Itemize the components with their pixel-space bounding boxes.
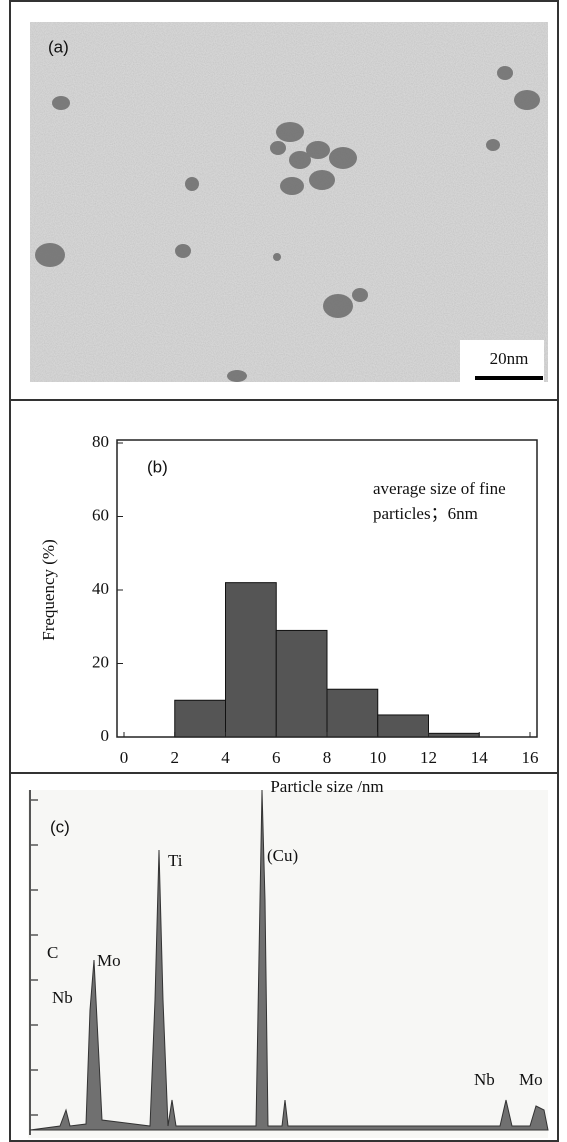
bar [326,688,379,738]
x-axis-label: Particle size /nm [270,777,383,796]
x-tick-label: 12 [420,748,437,767]
peak-label: Nb [474,1070,495,1089]
bar [174,699,226,738]
y-tick-label: 80 [92,432,109,451]
frame [9,0,559,1142]
y-tick-label: 40 [92,579,109,598]
annotation: average size of fine [373,479,506,498]
bar [428,732,480,738]
x-tick-label: 4 [221,748,230,767]
peak-label: Mo [519,1070,543,1089]
y-tick-label: 0 [101,726,110,745]
bar [275,629,328,738]
x-tick-label: 16 [522,748,539,767]
y-tick-label: 20 [92,652,109,671]
y-tick-label: 60 [92,505,109,524]
peak-label: Ti [168,851,183,870]
annotation: particles；6nm [373,504,478,523]
tem-image [30,22,548,382]
panel-label: (a) [48,37,69,56]
x-tick-label: 2 [171,748,180,767]
bar [377,714,429,738]
peak-label: C [47,943,58,962]
x-tick-label: 10 [369,748,386,767]
x-tick-label: 8 [323,748,332,767]
panel-label: (c) [50,817,70,836]
peak-label: Mo [97,951,121,970]
x-tick-label: 0 [120,748,129,767]
x-tick-label: 14 [471,748,489,767]
peak-label: (Cu) [267,846,298,865]
panel-label: (b) [147,457,168,476]
bar [225,582,277,738]
peak-label: Nb [52,988,73,1007]
x-tick-label: 6 [272,748,281,767]
scale-bar-label: 20nm [490,349,529,368]
y-axis-label: Frequency (%) [39,539,58,641]
spectrum-area [28,789,549,1138]
